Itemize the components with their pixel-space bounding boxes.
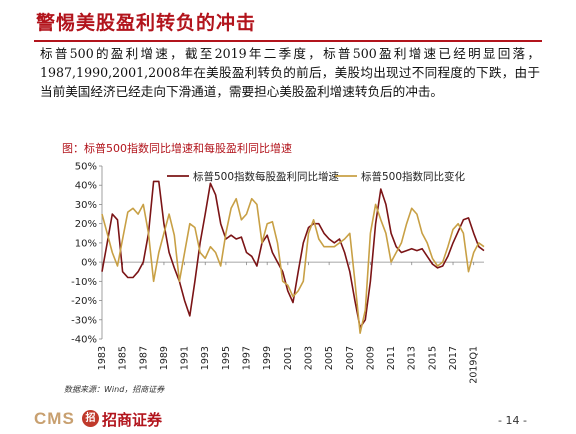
y-tick-label: 0% [81, 258, 97, 269]
legend-label-2: 标普500指数同比变化 [361, 170, 466, 183]
x-tick-label: 2009 [365, 346, 376, 370]
x-tick-label: 1991 [180, 346, 191, 370]
x-tick-label: 1989 [159, 346, 170, 370]
y-tick-label: 30% [75, 200, 97, 211]
series-line-2 [101, 197, 485, 334]
x-tick-label: 1987 [138, 346, 149, 370]
y-tick-label: -40% [71, 335, 97, 346]
x-tick-label: 2005 [324, 346, 335, 370]
data-source-note: 数据来源：Wind，招商证券 [64, 385, 165, 394]
page-number: - 14 - [498, 414, 527, 427]
y-tick-label: -20% [71, 296, 97, 307]
x-tick-label: 2007 [345, 346, 356, 370]
x-tick-label: 1999 [262, 346, 273, 370]
x-tick-label: 1985 [118, 346, 129, 370]
x-tick-label: 2003 [303, 346, 314, 370]
y-tick-label: 50% [75, 162, 97, 173]
x-tick-label: 2011 [386, 346, 397, 370]
slide-title: 警惕美股盈利转负的冲击 [36, 12, 257, 34]
y-tick-label: -30% [71, 315, 97, 326]
legend-label-1: 标普500指数每股盈利同比增速 [193, 170, 340, 183]
x-tick-label: 2013 [407, 346, 418, 370]
chart-title: 图：标普500指数同比增速和每股盈利同比增速 [62, 142, 292, 155]
x-tick-label: 2001 [283, 346, 294, 370]
x-tick-label: 1995 [221, 346, 232, 370]
y-tick-label: 10% [75, 238, 97, 249]
title-divider [34, 40, 542, 42]
y-tick-label: -10% [71, 277, 97, 288]
y-tick-label: 20% [75, 219, 97, 230]
x-tick-label: 2015 [427, 346, 438, 370]
x-tick-label: 1997 [242, 346, 253, 370]
chart-panel [57, 137, 521, 397]
logo-mark-icon: 招 [82, 410, 99, 427]
y-tick-label: 40% [75, 181, 97, 192]
x-tick-label: 2019Q1 [469, 346, 480, 384]
x-tick-label: 2017 [448, 346, 459, 370]
x-tick-label: 1983 [97, 346, 108, 370]
series-line-1 [101, 180, 485, 329]
body-paragraph: 标普500的盈利增速，截至2019年二季度，标普500盈利增速已经明显回落，19… [40, 46, 540, 99]
company-name: 招商证券 [102, 411, 163, 429]
logo-text: CMS [34, 409, 75, 428]
x-tick-label: 1993 [200, 346, 211, 370]
